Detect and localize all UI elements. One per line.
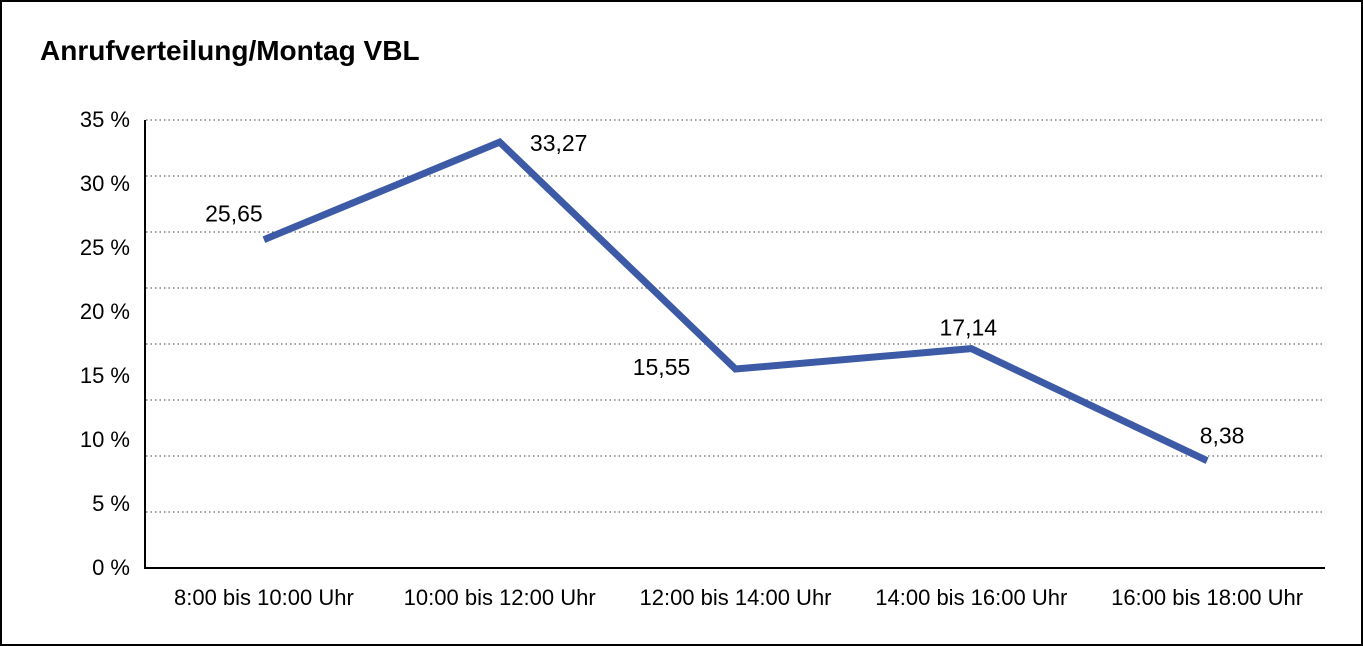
x-axis-category-label: 12:00 bis 14:00 Uhr bbox=[639, 585, 831, 610]
data-point-label: 25,65 bbox=[205, 201, 263, 227]
y-axis-tick-label: 25 % bbox=[80, 235, 130, 260]
chart-title: Anrufverteilung/Montag VBL bbox=[40, 35, 420, 66]
y-axis-tick-label: 35 % bbox=[80, 107, 130, 132]
y-axis-tick-label: 5 % bbox=[92, 491, 130, 516]
y-axis-tick-label: 0 % bbox=[92, 555, 130, 580]
x-axis-category-label: 14:00 bis 16:00 Uhr bbox=[875, 585, 1067, 610]
x-axis-category-label: 16:00 bis 18:00 Uhr bbox=[1111, 585, 1303, 610]
y-axis-tick-label: 20 % bbox=[80, 299, 130, 324]
x-axis-category-label: 8:00 bis 10:00 Uhr bbox=[174, 585, 354, 610]
data-point-label: 15,55 bbox=[633, 354, 691, 380]
data-point-label: 17,14 bbox=[940, 315, 998, 341]
data-series-line bbox=[262, 137, 1209, 464]
y-axis-tick-label: 15 % bbox=[80, 363, 130, 388]
y-axis-tick-label: 30 % bbox=[80, 171, 130, 196]
x-axis-category-label: 10:00 bis 12:00 Uhr bbox=[404, 585, 596, 610]
y-axis-tick-label: 10 % bbox=[80, 427, 130, 452]
data-point-label: 8,38 bbox=[1200, 423, 1245, 449]
data-point-label: 33,27 bbox=[530, 130, 588, 156]
